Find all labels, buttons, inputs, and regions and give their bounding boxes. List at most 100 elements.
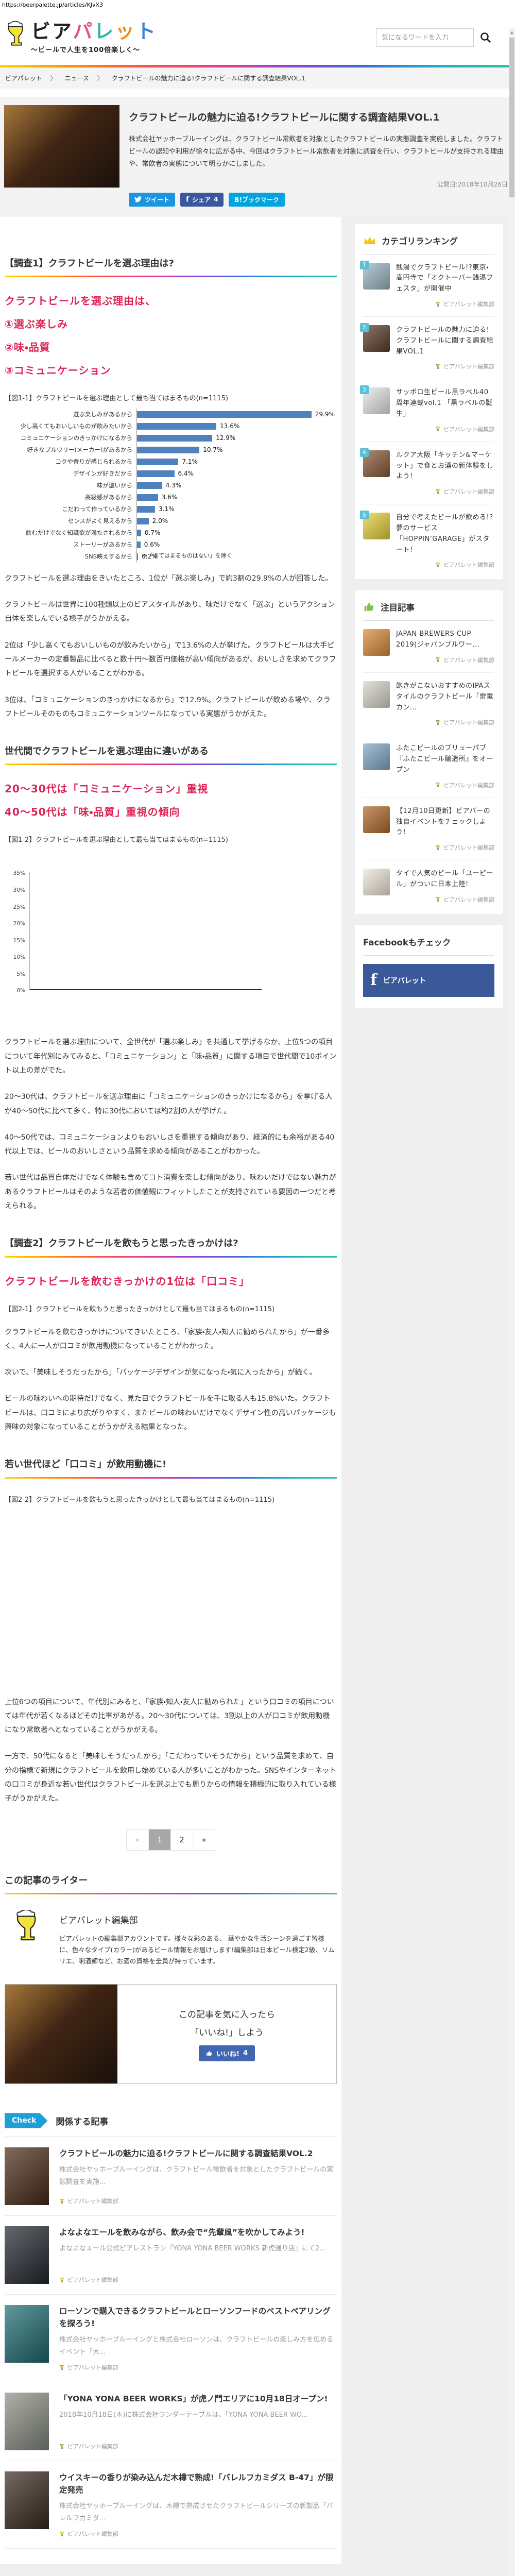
horizontal-bar-chart: 選ぶ楽しみがあるから 29.9% 少し高くてもおいしいものが飲みたいから 13.6% コ…	[5, 408, 337, 563]
ranking-item[interactable]: 3 サッポロ生ビール黒ラベル40周年連載vol.1 「黒ラベルの誕生」 ビアパレ…	[360, 379, 494, 442]
article-author: ビアパレット編集部	[396, 357, 494, 370]
bar	[137, 446, 200, 453]
site-header: ビアパレット 〜ビールで人生を100倍楽しく〜	[0, 10, 515, 65]
bar-label: 味が濃いから	[97, 482, 132, 489]
article-title: ローソンで購入できるクラフトビールとローソンフードのベストペアリングを探ろう!	[59, 2307, 331, 2329]
article-thumbnail	[363, 869, 390, 896]
breadcrumb: ビアパレット 〉 ニュース 〉 クラフトビールの魅力に迫る!クラフトビールに関す…	[0, 67, 515, 89]
beer-glass-icon	[436, 783, 440, 788]
featured-item[interactable]: タイで人気のビール「ユービール」がついに日本上陸! ビアパレット編集部	[363, 860, 494, 912]
beer-glass-icon	[436, 489, 440, 494]
bar	[137, 517, 149, 524]
bar-label: SNS映えするから	[84, 553, 132, 561]
bar-value: 10.7%	[203, 446, 223, 454]
ranking-item[interactable]: 1 銭湯でクラフトビール!?東京・高円寺で「オクトーバー銭湯フェスタ」が開催中 …	[360, 255, 494, 317]
article-paragraph: ビールの味わいへの期待だけでなく、見た目でクラフトビールを手に取る人も15.8%…	[5, 1395, 336, 1432]
tweet-button[interactable]: ツイート	[129, 192, 176, 207]
pagination-page-2[interactable]: 2	[171, 1829, 193, 1850]
bar	[137, 541, 141, 548]
facebook-icon: f	[186, 195, 190, 204]
related-article[interactable]: よなよなエールを飲みながら、飲み会で“先輩風”を吹かしてみよう! よなよなエール…	[5, 2216, 337, 2295]
facebook-page-name: ビアパレット	[383, 976, 426, 985]
ranking-item[interactable]: 2 クラフトビールの魅力に迫る!クラフトビールに関する調査結果VOL.1 ビアパ…	[360, 317, 494, 380]
article-thumbnail	[5, 2471, 49, 2530]
main-layout: 【調査1】クラフトビールを選ぶ理由は? クラフトビールを選ぶ理由は、 ①選ぶ楽し…	[0, 216, 515, 2565]
article-title: 飽きがこないおすすめのIPAスタイルのクラフトビール「雷電カン...	[396, 682, 494, 711]
figure-1-1: 【図1-1】クラフトビールを選ぶ理由として最も当てはまるもの(n=1115) 選…	[5, 393, 337, 563]
scrollbar-thumb[interactable]	[509, 38, 514, 197]
writer-section-heading: この記事のライター	[5, 1874, 337, 1894]
site-logo[interactable]: ビアパレット 〜ビールで人生を100倍楽しく〜	[4, 21, 157, 54]
pagination-prev[interactable]: «	[127, 1829, 149, 1850]
red-lead-line: ②味・品質	[5, 341, 50, 353]
like-box-image	[5, 1985, 117, 2084]
search-icon[interactable]	[480, 32, 491, 43]
related-article[interactable]: ローソンで購入できるクラフトビールとローソンフードのベストペアリングを探ろう! …	[5, 2295, 337, 2383]
bar-label: デザインが好きだから	[73, 470, 132, 478]
bar-row: 少し高くてもおいしいものが飲みたいから 13.6%	[5, 420, 337, 432]
hatena-bookmark-button[interactable]: B!ブックマーク	[229, 192, 285, 207]
article-hero-image	[4, 105, 119, 188]
scrollbar-up-arrow[interactable]: ▲	[510, 30, 513, 35]
figure-1-2: 【図1-2】クラフトビールを選ぶ理由として最も当てはまるもの(n=1115) 0…	[5, 834, 337, 1023]
beer-glass-icon	[60, 2198, 64, 2204]
featured-item[interactable]: 【12月10日更新】ビアバーの独自イベントをチェックしよう! ビアパレット編集部	[363, 798, 494, 861]
article-header: クラフトビールの魅力に迫る!クラフトビールに関する調査結果VOL.1 株式会社ヤ…	[0, 97, 515, 217]
bar-row: ストーリーがあるから 0.6%	[5, 538, 337, 551]
ranking-item[interactable]: 5 自分で考えたビールが飲める!?夢のサービス「HOPPIN’GARAGE」がス…	[360, 504, 494, 577]
red-lead-block: 20〜30代は「コミュニケーション」重視 40〜50代は「味・品質」重視の傾向	[5, 781, 337, 819]
pagination-page-1[interactable]: 1	[149, 1829, 171, 1850]
article-excerpt: 株式会社ヤッホーブルーイングと株式会社ローソンは、クラフトビールの楽しみ方を広め…	[59, 2336, 334, 2356]
bar-value: 13.6%	[220, 422, 240, 430]
article-paragraph: 40〜50代では、コミュニケーションよりもおいしさを重視する傾向があり、経済的に…	[5, 1133, 335, 1156]
featured-item[interactable]: JAPAN BREWERS CUP 2019(ジャパンブルワー... ビアパレッ…	[363, 621, 494, 673]
browser-url: https://beerpalette.jp/articles/KJvX3	[0, 0, 515, 10]
article-author: ビアパレット編集部	[396, 295, 494, 308]
bar	[137, 482, 162, 489]
paragraph-block: クラフトビールを飲むきっかけについてきいたところ、「家族・友人・知人に勧められた…	[5, 1326, 337, 1435]
featured-item[interactable]: 飽きがこないおすすめのIPAスタイルのクラフトビール「雷電カン... ビアパレッ…	[363, 673, 494, 736]
facebook-like-button[interactable]: いいね! 4	[199, 2045, 255, 2061]
bar-row: センスがよく見えるから 2.0%	[5, 515, 337, 527]
facebook-page-plugin[interactable]: f ビアパレット	[363, 963, 494, 997]
related-article[interactable]: 「YONA YONA BEER WORKS」が虎ノ門エリアに10月18日オープン…	[5, 2382, 337, 2462]
beer-glass-icon	[436, 427, 440, 432]
beer-glass-icon	[436, 845, 440, 850]
featured-item[interactable]: ふたこビールのブリューパブ『ふたこビール醸造所』をオープン ビアパレット編集部	[363, 735, 494, 798]
breadcrumb-home[interactable]: ビアパレット	[5, 75, 42, 82]
facebook-share-button[interactable]: f シェア 4	[180, 192, 224, 207]
article-title: ウイスキーの香りが染み込んだ木樽で熟成!「バレルフカミダス B-47」が限定発売	[59, 2473, 334, 2495]
like-box: この記事を気に入ったら 「いいね!」しよう いいね! 4	[5, 1984, 337, 2084]
beer-glass-icon	[436, 897, 440, 902]
article-thumbnail	[5, 2305, 49, 2363]
ranking-item[interactable]: 4 ルクア大阪「キッチン&マーケット」で食とお酒の新体験をしよう! ビアパレット…	[360, 442, 494, 505]
beer-glass-icon	[436, 657, 440, 663]
article-paragraph: 20〜30代は、クラフトビールを選ぶ理由に「コミュニケーションのきっかけになるか…	[5, 1093, 333, 1115]
article-title: JAPAN BREWERS CUP 2019(ジャパンブルワー...	[396, 630, 480, 649]
article-thumbnail	[363, 743, 390, 771]
y-tick: 5%	[16, 971, 25, 977]
rank-badge: 5	[360, 511, 369, 520]
y-tick: 35%	[13, 870, 25, 877]
beer-glass-icon	[436, 364, 440, 369]
article-excerpt: よなよなエール公式ビアレストラン『YONA YONA BEER WORKS 新虎…	[59, 2245, 326, 2253]
article-thumbnail	[363, 806, 390, 833]
featured-list: JAPAN BREWERS CUP 2019(ジャパンブルワー... ビアパレッ…	[363, 621, 494, 911]
share-count: 4	[214, 196, 218, 204]
related-article[interactable]: ウイスキーの香りが染み込んだ木樽で熟成!「バレルフカミダス B-47」が限定発売…	[5, 2461, 337, 2549]
scrollbar[interactable]: ▲	[509, 28, 515, 2576]
bar-row: 好きなブルワリー(メーカー)があるから 10.7%	[5, 444, 337, 456]
featured-card: 注目記事 JAPAN BREWERS CUP 2019(ジャパンブルワー... …	[355, 590, 503, 914]
figure-2-1: 【図2-1】クラフトビールを飲もうと思ったきっかけとして最も当てはまるもの(n=…	[5, 1303, 337, 1313]
writer-avatar	[5, 1909, 48, 1967]
pagination-next[interactable]: »	[201, 1835, 207, 1844]
search-input[interactable]	[376, 28, 474, 47]
related-article[interactable]: クラフトビールの魅力に迫る!クラフトビールに関する調査結果VOL.2 株式会社ヤ…	[5, 2137, 337, 2216]
breadcrumb-news[interactable]: ニュース	[64, 75, 89, 82]
pagination: « 1 2 »	[5, 1828, 337, 1851]
paragraph-block: クラフトビールを選ぶ理由をきいたところ、1位が「選ぶ楽しみ」で約3割の29.9%…	[5, 572, 337, 721]
red-lead-block: クラフトビールを飲むきっかけの1位は「口コミ」	[5, 1273, 337, 1288]
red-lead-block: クラフトビールを選ぶ理由は、 ①選ぶ楽しみ ②味・品質 ③コミュニケーション	[5, 293, 337, 377]
facebook-heading: Facebookもチェック	[363, 936, 494, 956]
article-excerpt: 株式会社ヤッホーブルーイングは、木樽で熟成させたクラフトビールシリーズの新製品「…	[59, 2502, 333, 2522]
